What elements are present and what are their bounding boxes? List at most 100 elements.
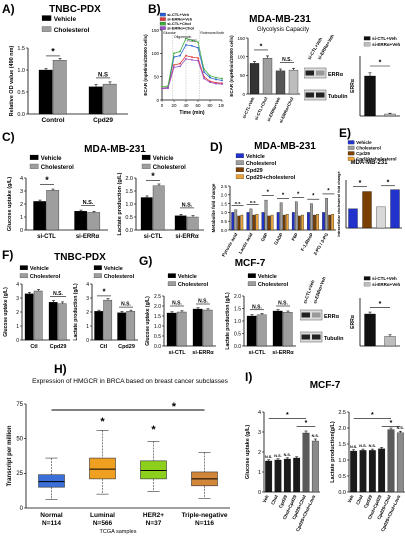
y-tick-label: 3 <box>258 430 261 436</box>
y-axis-label: Glucose uptake (g/L) <box>7 177 13 232</box>
x-tick-label: Normal <box>40 512 63 519</box>
panel-h-letter: H) <box>54 362 67 376</box>
bar <box>364 75 376 117</box>
series-point <box>221 79 223 82</box>
bar <box>350 450 358 493</box>
legend-label: si-CTL+Veh <box>372 36 397 41</box>
x-tick-label: Cpd29 <box>278 494 289 509</box>
series-point <box>191 39 193 42</box>
x-tick-label: Pyruvic acid <box>221 232 239 258</box>
y-tick-label: 2.0 <box>154 304 161 310</box>
series-point <box>221 77 223 80</box>
series-point <box>209 74 211 77</box>
y-axis-label: ECAR (mpH/min/20000 cells) <box>229 35 234 97</box>
bar <box>117 312 127 341</box>
y-tick-label: 0 <box>20 506 24 512</box>
legend-label: Cpd29 <box>356 151 370 156</box>
y-tick-label: 3 <box>16 296 19 302</box>
significance-label: * <box>151 171 155 181</box>
y-tick-label: 1.0 <box>338 458 346 464</box>
y-tick-label: 150 <box>237 36 245 41</box>
significance-label: * <box>387 179 390 186</box>
bar <box>368 450 376 493</box>
x-tick-label: HER2+ <box>143 512 164 519</box>
y-tick-label: 0.0 <box>17 112 25 118</box>
significance-label: N.S. <box>278 301 288 307</box>
y-tick-label: 1.0 <box>221 210 228 215</box>
x-tick-label: Veh <box>347 494 355 504</box>
y-axis-label: Relative OD value (490 nm) <box>9 46 15 117</box>
y-tick-label: 1.0 <box>17 68 25 74</box>
x-axis-label: Time (min) <box>179 110 205 116</box>
significance-label: N.S. <box>252 304 262 310</box>
significance-label: * <box>379 301 382 308</box>
legend-swatch <box>141 163 151 169</box>
significance-label: N.S. <box>312 434 319 438</box>
bar <box>307 212 310 231</box>
panel-c-title: MDA-MB-231 <box>84 144 146 155</box>
y-tick-label: 1.0 <box>234 319 241 325</box>
series-point <box>179 62 181 65</box>
significance-label: * <box>172 401 177 413</box>
significance-label: N.S. <box>284 453 291 457</box>
y-tick-label: 0 <box>20 228 23 234</box>
legend-label: Vehicle <box>356 140 372 145</box>
legend-swatch <box>159 12 166 17</box>
legend-swatch <box>235 153 244 159</box>
y-tick-label: 1.0 <box>154 324 161 330</box>
legend-label: Cholesterol <box>246 161 277 167</box>
bar <box>362 191 372 229</box>
y-tick-label: 4 <box>20 176 23 182</box>
y-tick-label: 4 <box>16 282 19 288</box>
significance-label: * <box>312 194 315 200</box>
blot-band <box>312 334 321 340</box>
x-tick-label: si-CTL <box>144 234 163 240</box>
x-tick-label: 80 <box>207 103 213 108</box>
y-axis-label: Lactate production(g/L) <box>330 421 336 483</box>
y-tick-label: 0.5 <box>154 334 161 340</box>
bar <box>390 189 400 229</box>
chart-f-lactate: 0 1 2 3 4 Lactate production (g/L) Ctl Cpd29 Veh… <box>73 265 138 350</box>
significance-label: N.S. <box>369 444 376 448</box>
bar <box>166 312 177 347</box>
bar <box>376 206 386 229</box>
injection-label: Rotenone/Antimycin A <box>200 31 224 35</box>
y-tick-label: 0 <box>16 338 19 344</box>
significance-label: N.S. <box>350 445 357 449</box>
bar <box>282 214 286 231</box>
legend-swatch <box>347 140 355 145</box>
legend-swatch <box>159 17 166 21</box>
series-point <box>191 58 193 61</box>
legend-label: si-ERRα+Chol <box>167 26 194 31</box>
bar <box>264 199 268 231</box>
y-tick-label: 1 <box>86 324 89 330</box>
y-tick-label: 2.5 <box>221 184 228 189</box>
blot-strip <box>304 89 327 101</box>
y-tick-label: 1.5 <box>17 46 25 52</box>
y-tick-label: 2 <box>16 310 19 316</box>
significance-label: N.S. <box>172 301 182 307</box>
bar <box>202 309 213 347</box>
series-point <box>215 78 217 81</box>
y-tick-label: 50 <box>16 436 23 442</box>
panel-a-title: TNBC-PDX <box>49 4 101 15</box>
series-point <box>161 86 163 88</box>
bar <box>328 214 332 231</box>
y-tick-label: 2.0 <box>234 294 241 300</box>
y-tick-label: 2 <box>86 310 89 316</box>
legend-label: Vehicle <box>104 266 123 272</box>
legend-label: Cpd29+cholesterol <box>246 175 296 181</box>
panel-d-title: MDA-MB-231 <box>254 141 316 152</box>
y-tick-label: 150 <box>151 28 159 33</box>
bar <box>270 214 274 231</box>
legend-label: Cpd29 <box>246 168 263 174</box>
bar <box>234 209 238 231</box>
bar <box>33 201 47 231</box>
legend-label: Vehicle <box>258 274 277 280</box>
panel-g-title: MCF-7 <box>234 258 266 269</box>
bar <box>176 311 187 347</box>
